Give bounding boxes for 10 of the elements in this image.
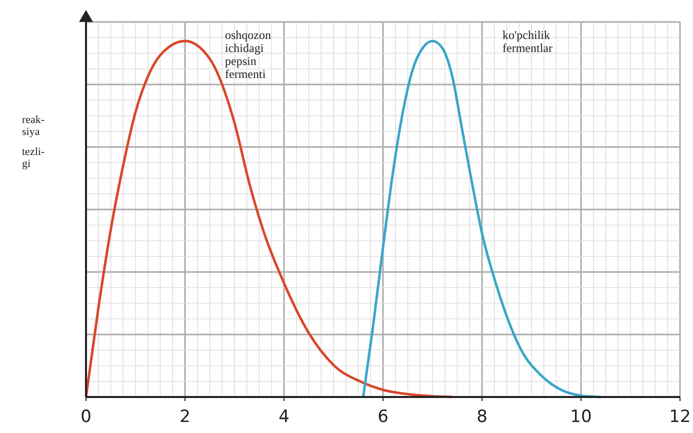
x-tick-label: 8 <box>476 407 488 427</box>
text: ko'pchilik fermentlar <box>502 28 552 55</box>
x-tick-label: 4 <box>278 407 290 427</box>
x-tick-label: 10 <box>570 407 592 427</box>
x-tick-label: 6 <box>378 407 388 427</box>
x-tick-label: 2 <box>180 407 190 427</box>
series-label: oshqozon ichidagi pepsin fermenti <box>225 28 271 81</box>
x-tick-label: 0 <box>80 407 92 427</box>
y-axis-title: reak- siya tezli- gi <box>22 114 45 170</box>
x-tick-label: 12 <box>669 407 691 427</box>
